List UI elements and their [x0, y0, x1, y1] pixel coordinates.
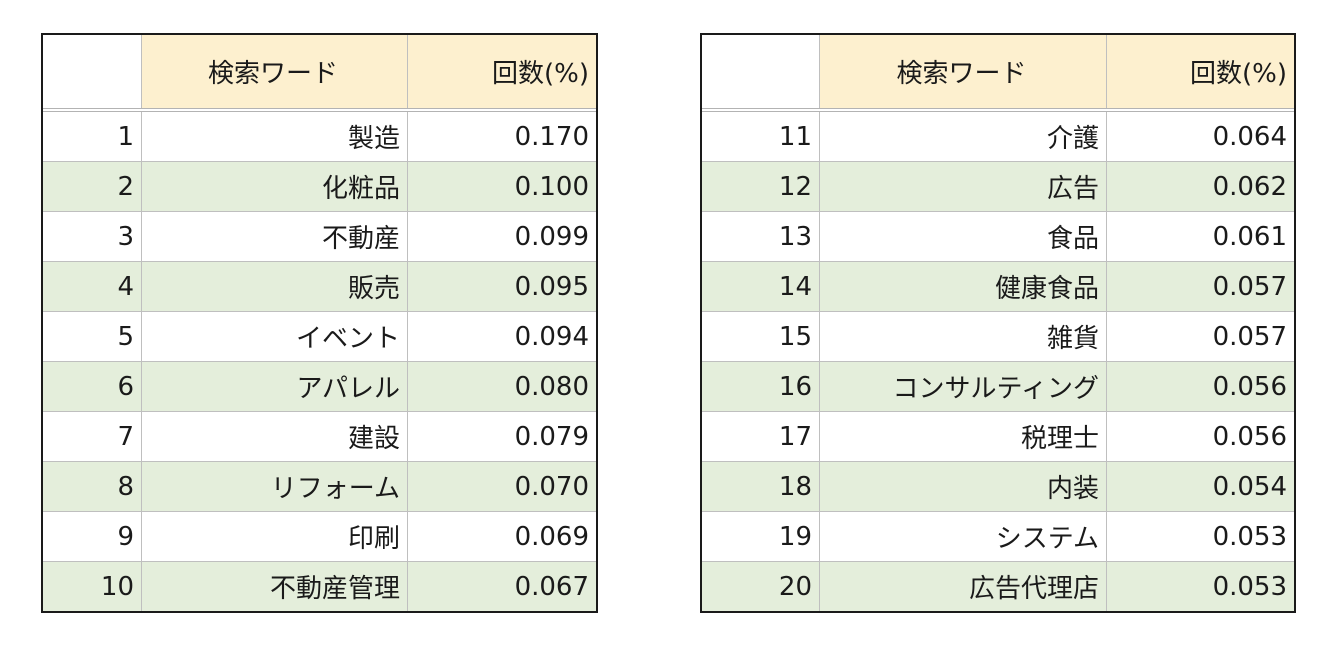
percent-cell: 0.057 [1106, 261, 1295, 312]
search-word-cell: 介護 [819, 109, 1107, 162]
search-word-cell: 税理士 [819, 411, 1107, 462]
rank-cell: 17 [701, 411, 820, 462]
rank-cell: 5 [42, 311, 142, 362]
rank-header [701, 34, 820, 112]
search-word-cell: システム [819, 511, 1107, 562]
percent-cell: 0.069 [407, 511, 597, 562]
percent-header: 回数(%) [407, 34, 597, 112]
table-row: 6 アパレル 0.080 [42, 361, 597, 412]
table-row: 2 化粧品 0.100 [42, 161, 597, 212]
search-word-cell: 製造 [141, 109, 408, 162]
table-row: 12 広告 0.062 [701, 161, 1295, 212]
search-word-cell: 雑貨 [819, 311, 1107, 362]
table-row: 4 販売 0.095 [42, 261, 597, 312]
percent-cell: 0.056 [1106, 361, 1295, 412]
table-header-row: 検索ワード 回数(%) [701, 34, 1295, 112]
rank-cell: 19 [701, 511, 820, 562]
search-word-cell: コンサルティング [819, 361, 1107, 412]
percent-cell: 0.079 [407, 411, 597, 462]
ranking-table-right: 検索ワード 回数(%) 11 介護 0.064 12 広告 0.062 13 食品 0.06… [700, 33, 1296, 613]
search-word-cell: 食品 [819, 211, 1107, 262]
rank-cell: 14 [701, 261, 820, 312]
search-word-cell: 印刷 [141, 511, 408, 562]
percent-header: 回数(%) [1106, 34, 1295, 112]
rank-cell: 8 [42, 461, 142, 512]
percent-cell: 0.095 [407, 261, 597, 312]
search-word-cell: 広告 [819, 161, 1107, 212]
rank-cell: 3 [42, 211, 142, 262]
search-word-header: 検索ワード [141, 34, 408, 112]
percent-cell: 0.100 [407, 161, 597, 212]
search-word-cell: リフォーム [141, 461, 408, 512]
rank-cell: 10 [42, 561, 142, 612]
percent-cell: 0.080 [407, 361, 597, 412]
rank-cell: 6 [42, 361, 142, 412]
percent-cell: 0.057 [1106, 311, 1295, 362]
table-row: 18 内装 0.054 [701, 461, 1295, 512]
search-word-cell: 健康食品 [819, 261, 1107, 312]
table-row: 17 税理士 0.056 [701, 411, 1295, 462]
percent-cell: 0.053 [1106, 511, 1295, 562]
search-word-cell: 販売 [141, 261, 408, 312]
search-word-header: 検索ワード [819, 34, 1107, 112]
rank-header [42, 34, 142, 112]
rank-cell: 7 [42, 411, 142, 462]
rank-cell: 20 [701, 561, 820, 612]
table-row: 7 建設 0.079 [42, 411, 597, 462]
percent-cell: 0.061 [1106, 211, 1295, 262]
rank-cell: 18 [701, 461, 820, 512]
table-row: 13 食品 0.061 [701, 211, 1295, 262]
table-row: 9 印刷 0.069 [42, 511, 597, 562]
percent-cell: 0.067 [407, 561, 597, 612]
rank-cell: 13 [701, 211, 820, 262]
table-row: 19 システム 0.053 [701, 511, 1295, 562]
percent-cell: 0.099 [407, 211, 597, 262]
table-header-row: 検索ワード 回数(%) [42, 34, 597, 112]
percent-cell: 0.070 [407, 461, 597, 512]
table-row: 8 リフォーム 0.070 [42, 461, 597, 512]
rank-cell: 4 [42, 261, 142, 312]
percent-cell: 0.170 [407, 109, 597, 162]
percent-cell: 0.056 [1106, 411, 1295, 462]
percent-cell: 0.094 [407, 311, 597, 362]
search-word-cell: 化粧品 [141, 161, 408, 212]
search-word-cell: イベント [141, 311, 408, 362]
rank-cell: 2 [42, 161, 142, 212]
rank-cell: 16 [701, 361, 820, 412]
search-word-cell: 広告代理店 [819, 561, 1107, 612]
table-row: 10 不動産管理 0.067 [42, 561, 597, 612]
rank-cell: 1 [42, 109, 142, 162]
table-row: 1 製造 0.170 [42, 109, 597, 162]
percent-cell: 0.053 [1106, 561, 1295, 612]
table-row: 11 介護 0.064 [701, 109, 1295, 162]
search-word-cell: 内装 [819, 461, 1107, 512]
table-row: 20 広告代理店 0.053 [701, 561, 1295, 612]
percent-cell: 0.062 [1106, 161, 1295, 212]
table-row: 15 雑貨 0.057 [701, 311, 1295, 362]
table-row: 16 コンサルティング 0.056 [701, 361, 1295, 412]
ranking-table-left: 検索ワード 回数(%) 1 製造 0.170 2 化粧品 0.100 3 不動産 0.099… [41, 33, 598, 613]
table-body: 11 介護 0.064 12 広告 0.062 13 食品 0.061 14 健康食品 0.05… [701, 109, 1295, 612]
rank-cell: 9 [42, 511, 142, 562]
rank-cell: 12 [701, 161, 820, 212]
rank-cell: 15 [701, 311, 820, 362]
search-word-cell: アパレル [141, 361, 408, 412]
percent-cell: 0.054 [1106, 461, 1295, 512]
percent-cell: 0.064 [1106, 109, 1295, 162]
table-row: 14 健康食品 0.057 [701, 261, 1295, 312]
table-row: 3 不動産 0.099 [42, 211, 597, 262]
table-row: 5 イベント 0.094 [42, 311, 597, 362]
rank-cell: 11 [701, 109, 820, 162]
search-word-cell: 建設 [141, 411, 408, 462]
search-word-cell: 不動産 [141, 211, 408, 262]
search-word-cell: 不動産管理 [141, 561, 408, 612]
